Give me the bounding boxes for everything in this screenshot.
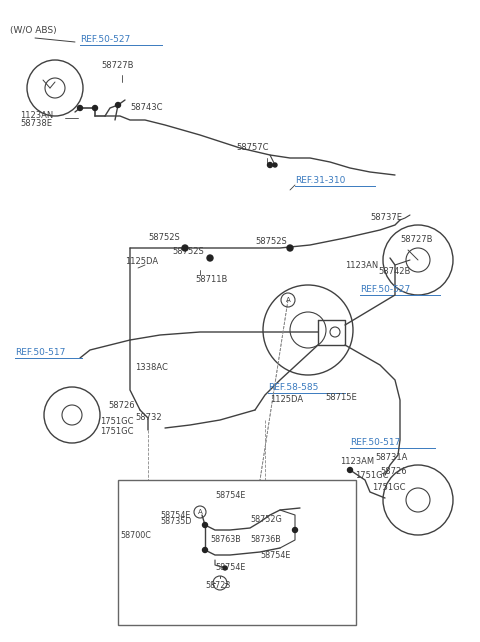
Text: 58752G: 58752G	[250, 516, 282, 525]
Circle shape	[116, 103, 120, 107]
Text: 58735D: 58735D	[160, 517, 192, 526]
Text: 1751GC: 1751GC	[100, 417, 133, 426]
Text: 1751GC: 1751GC	[372, 483, 406, 492]
Circle shape	[93, 105, 97, 110]
Text: 58754E: 58754E	[215, 564, 245, 573]
Circle shape	[267, 162, 273, 168]
Circle shape	[348, 467, 352, 473]
Text: REF.50-527: REF.50-527	[360, 285, 410, 294]
Text: 1751GC: 1751GC	[100, 428, 133, 437]
Text: REF.31-310: REF.31-310	[295, 176, 346, 185]
Text: 58732: 58732	[135, 413, 162, 422]
Circle shape	[292, 528, 298, 532]
Circle shape	[182, 245, 188, 251]
Text: 1338AC: 1338AC	[135, 363, 168, 372]
Text: 1125DA: 1125DA	[125, 257, 158, 266]
Circle shape	[223, 566, 227, 570]
Circle shape	[287, 245, 293, 251]
Text: 58715E: 58715E	[325, 394, 357, 403]
Text: A: A	[286, 297, 290, 303]
Text: REF.50-517: REF.50-517	[350, 438, 400, 447]
Circle shape	[203, 523, 207, 528]
Text: 58726: 58726	[108, 401, 134, 410]
Text: 1123AN: 1123AN	[20, 110, 53, 119]
Text: 58737E: 58737E	[370, 214, 402, 223]
Text: 58738E: 58738E	[20, 119, 52, 128]
Text: REF.50-527: REF.50-527	[80, 35, 130, 44]
Text: 58752S: 58752S	[148, 234, 180, 243]
Circle shape	[203, 548, 207, 553]
Text: 58763B: 58763B	[210, 535, 241, 544]
Circle shape	[77, 105, 83, 110]
Text: 58754E: 58754E	[160, 510, 191, 519]
Text: 1751GC: 1751GC	[355, 471, 388, 480]
Text: 58727B: 58727B	[400, 236, 432, 245]
Text: REF.58-585: REF.58-585	[268, 383, 318, 392]
Text: 1123AN: 1123AN	[345, 261, 378, 270]
Text: 1123AM: 1123AM	[340, 458, 374, 467]
Text: 58723: 58723	[205, 580, 230, 589]
Text: 58754E: 58754E	[215, 490, 245, 499]
Text: 58743C: 58743C	[130, 103, 163, 112]
Text: 58731A: 58731A	[375, 453, 408, 462]
Circle shape	[207, 255, 213, 261]
Text: 58754E: 58754E	[260, 550, 290, 559]
Text: 58742B: 58742B	[378, 268, 410, 277]
Text: (W/O ABS): (W/O ABS)	[10, 26, 57, 35]
Text: 1125DA: 1125DA	[270, 395, 303, 404]
Text: 58752S: 58752S	[172, 248, 204, 257]
Text: 58757C: 58757C	[237, 144, 269, 153]
Text: REF.50-517: REF.50-517	[15, 348, 65, 357]
Text: 58700C: 58700C	[120, 530, 151, 539]
Text: A: A	[198, 509, 203, 515]
Text: 58752S: 58752S	[255, 238, 287, 247]
Bar	[118, 480, 356, 625]
Text: 58727B: 58727B	[102, 60, 134, 69]
Circle shape	[273, 163, 277, 167]
Text: 58711B: 58711B	[195, 275, 228, 284]
Text: 58736B: 58736B	[250, 535, 281, 544]
Text: 58726: 58726	[380, 467, 407, 476]
